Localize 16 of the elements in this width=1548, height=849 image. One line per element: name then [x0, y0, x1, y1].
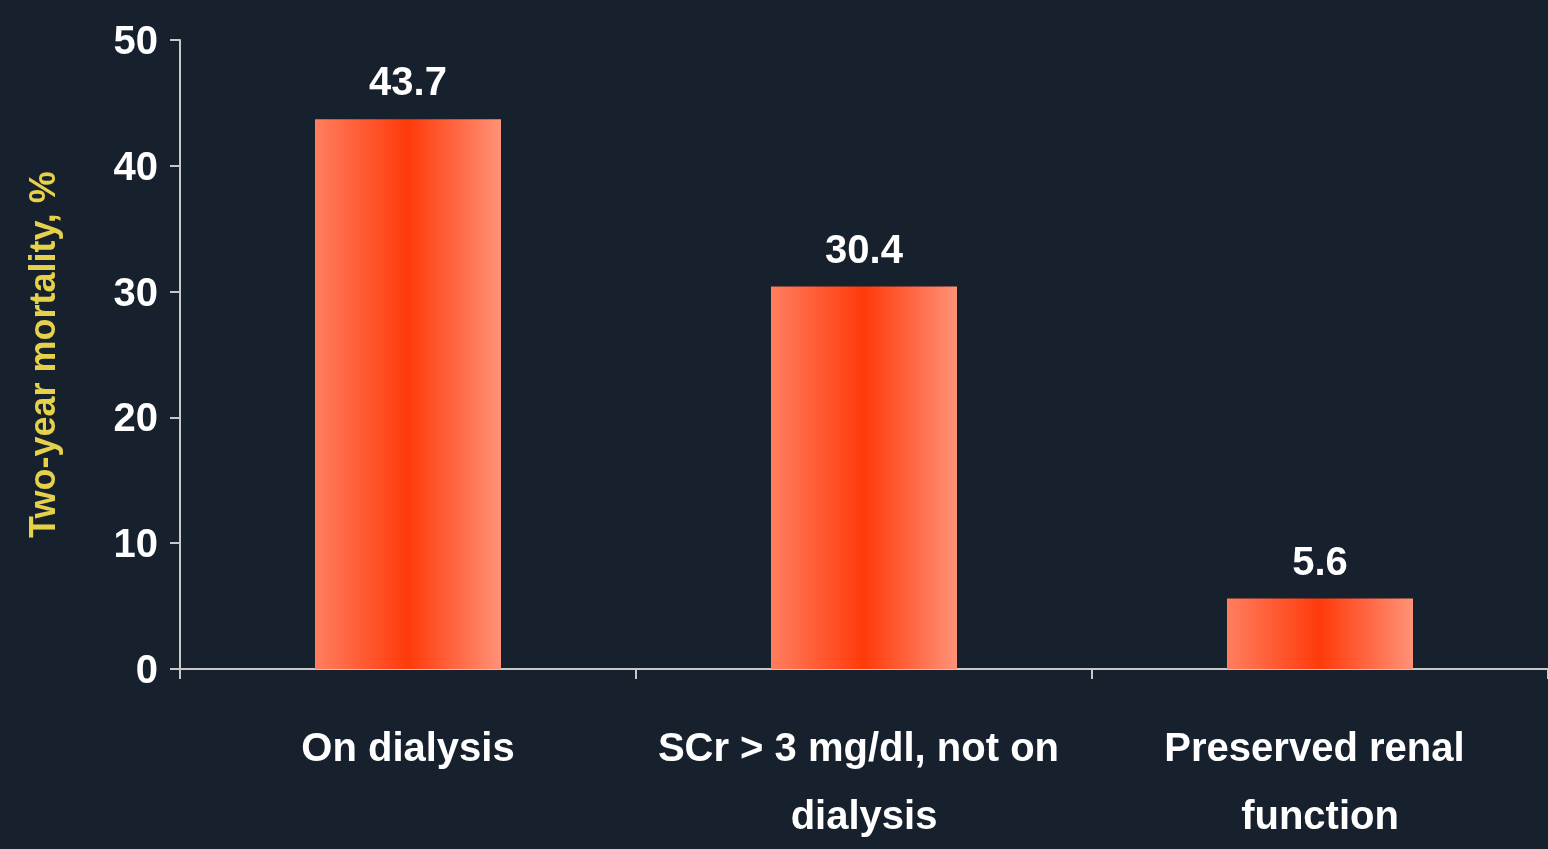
x-tick-label: On dialysis	[301, 725, 515, 769]
x-tick-label: SCr > 3 mg/dl, not on dialysis	[657, 725, 1071, 837]
x-tick-label: Preserved renal function	[1164, 725, 1476, 837]
y-axis-title: Two-year mortality, %	[21, 171, 63, 538]
y-tick-label: 10	[113, 521, 158, 566]
data-label: 30.4	[825, 226, 904, 271]
y-tick-label: 40	[113, 143, 158, 188]
y-tick-label: 20	[113, 395, 158, 440]
data-label: 5.6	[1292, 538, 1348, 583]
y-tick-label: 50	[113, 18, 158, 62]
bar	[1227, 598, 1413, 669]
y-tick-label: 0	[135, 647, 158, 691]
data-label: 43.7	[369, 59, 447, 104]
bar	[771, 286, 957, 669]
y-tick-label: 30	[113, 269, 158, 314]
bar	[315, 119, 501, 669]
